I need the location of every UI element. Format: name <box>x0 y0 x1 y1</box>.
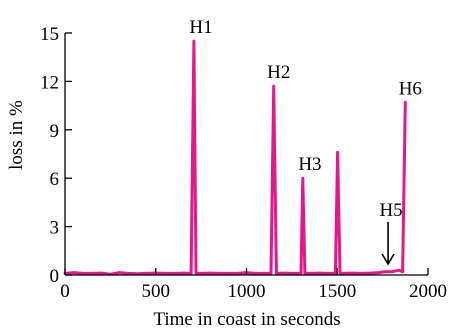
x-tick-label: 1500 <box>318 281 356 302</box>
y-tick-label: 0 <box>50 266 60 287</box>
annotation-h5: H5 <box>379 200 402 221</box>
y-tick-label: 6 <box>50 169 60 190</box>
y-axis-label: loss in % <box>6 100 27 170</box>
x-tick-label: 2000 <box>409 281 447 302</box>
annotation-h3: H3 <box>298 154 321 175</box>
annotation-h6: H6 <box>399 78 422 99</box>
annotation-h1: H1 <box>189 17 212 38</box>
annotation-layer: H1 H2 H3 H5 H6 <box>189 17 422 266</box>
x-tick-label: 500 <box>142 281 171 302</box>
y-tick-label: 15 <box>40 24 59 45</box>
y-tick-label: 9 <box>50 121 60 142</box>
x-tick-label: 1000 <box>228 281 266 302</box>
annotation-h2: H2 <box>267 62 290 83</box>
loss-series-line-0 <box>63 39 407 276</box>
y-tick-label: 12 <box>40 72 59 93</box>
series-layer <box>63 39 407 276</box>
x-tick-label: 0 <box>60 281 70 302</box>
axes-layer <box>64 33 428 276</box>
y-tick-label: 3 <box>50 218 60 239</box>
x-axis-label: Time in coast in seconds <box>153 309 340 329</box>
ticks-layer: 0 500 1000 1500 2000 0 3 6 9 12 15 <box>40 24 447 302</box>
h5-arrow-icon <box>381 222 395 266</box>
